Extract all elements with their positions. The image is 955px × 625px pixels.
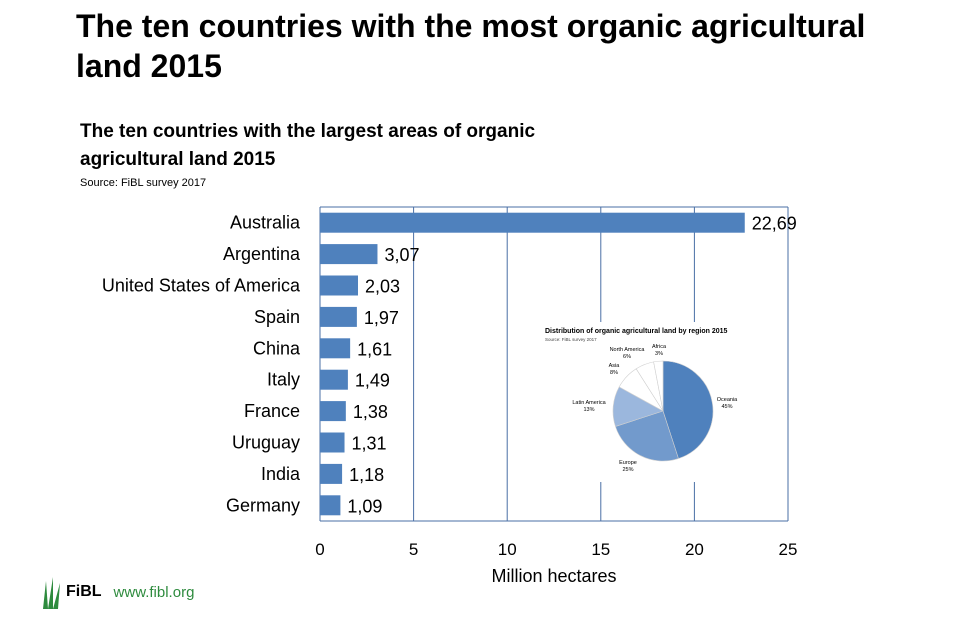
data-label: 1,97 bbox=[364, 308, 399, 328]
data-label: 1,49 bbox=[355, 371, 390, 391]
pie-slice-label: Asia bbox=[609, 363, 621, 369]
pie-slice bbox=[662, 360, 714, 459]
x-tick-label: 15 bbox=[591, 540, 610, 559]
category-label: France bbox=[244, 401, 300, 421]
pie-title: Distribution of organic agricultural lan… bbox=[545, 328, 728, 335]
data-label: 1,38 bbox=[353, 402, 388, 422]
bar bbox=[320, 463, 343, 484]
category-label: India bbox=[261, 464, 301, 484]
footer: FiBL www.fibl.org bbox=[40, 572, 194, 612]
bar bbox=[320, 401, 346, 422]
category-label: Germany bbox=[226, 495, 300, 515]
pie-slice-label: Latin America bbox=[572, 400, 606, 406]
bar bbox=[320, 275, 359, 296]
fibl-logo-icon bbox=[43, 577, 60, 609]
pie-slice-value: 8% bbox=[610, 370, 618, 376]
bar bbox=[320, 369, 348, 390]
fibl-name: FiBL bbox=[66, 583, 102, 600]
pie-slice-value: 3% bbox=[655, 351, 663, 357]
bar bbox=[320, 432, 345, 453]
pie-slice-label: Oceania bbox=[717, 397, 738, 403]
pie-source: Source: FiBL survey 2017 bbox=[545, 337, 597, 342]
x-tick-label: 0 bbox=[315, 540, 324, 559]
data-label: 22,69 bbox=[752, 214, 797, 234]
fibl-url-link[interactable]: www.fibl.org bbox=[113, 583, 195, 601]
category-label: Argentina bbox=[223, 244, 301, 264]
x-axis-label: Million hectares bbox=[491, 566, 616, 586]
pie-slice-value: 45% bbox=[721, 404, 732, 410]
pie-slice-label: Africa bbox=[652, 344, 667, 350]
data-label: 1,31 bbox=[352, 434, 387, 454]
category-label: Spain bbox=[254, 307, 300, 327]
bar bbox=[320, 212, 745, 233]
bar bbox=[320, 338, 351, 359]
x-tick-label: 10 bbox=[498, 540, 517, 559]
category-label: China bbox=[253, 338, 301, 358]
x-tick-label: 20 bbox=[685, 540, 704, 559]
category-label: United States of America bbox=[102, 276, 301, 296]
pie-slice bbox=[615, 410, 679, 462]
category-label: Italy bbox=[267, 370, 300, 390]
data-label: 3,07 bbox=[384, 245, 419, 265]
pie-slice-label: North America bbox=[610, 347, 646, 353]
category-label: Uruguay bbox=[232, 433, 300, 453]
slide-title: The ten countries with the most organic … bbox=[76, 8, 866, 84]
pie-slice bbox=[653, 360, 664, 412]
pie-slice-label: Europe bbox=[619, 460, 637, 466]
data-label: 1,61 bbox=[357, 339, 392, 359]
chart-title: The ten countries with the largest areas… bbox=[80, 121, 536, 170]
pie-slice-value: 25% bbox=[622, 467, 633, 473]
data-label: 1,18 bbox=[349, 465, 384, 485]
data-label: 2,03 bbox=[365, 277, 400, 297]
x-tick-label: 5 bbox=[409, 540, 418, 559]
x-tick-label: 25 bbox=[779, 540, 798, 559]
category-label: Australia bbox=[230, 213, 301, 233]
pie-slice-value: 13% bbox=[583, 407, 594, 413]
bar bbox=[320, 306, 357, 327]
bar bbox=[320, 244, 378, 265]
chart-source: Source: FiBL survey 2017 bbox=[80, 177, 207, 189]
bar bbox=[320, 495, 341, 516]
pie-slice-value: 6% bbox=[623, 354, 631, 360]
data-label: 1,09 bbox=[347, 496, 382, 516]
